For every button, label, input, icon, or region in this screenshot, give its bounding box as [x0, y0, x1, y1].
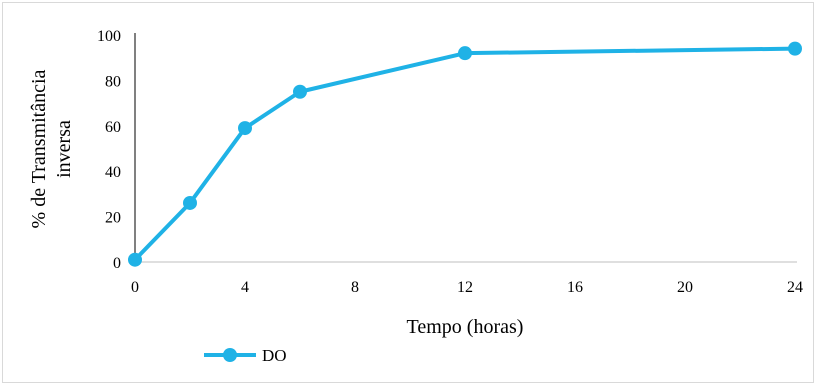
legend-label: DO [262, 346, 287, 365]
y-tick-label: 60 [105, 119, 121, 136]
data-point [458, 46, 472, 61]
y-tick-label: 40 [105, 164, 121, 181]
axes [134, 33, 797, 263]
data-point [238, 121, 252, 136]
data-point [788, 41, 802, 56]
x-tick-labels: 0 4 8 12 16 20 24 [131, 279, 803, 296]
legend: DO [204, 346, 287, 365]
y-tick-label: 20 [105, 210, 121, 227]
y-tick-label: 0 [113, 255, 121, 272]
y-tick-label: 100 [97, 28, 121, 45]
x-tick-label: 16 [567, 279, 583, 296]
x-tick-label: 24 [787, 279, 803, 296]
legend-marker-swatch [223, 348, 237, 362]
y-tick-labels: 0 20 40 60 80 100 [97, 28, 121, 272]
x-tick-label: 12 [457, 279, 473, 296]
series-group [128, 41, 802, 267]
x-axis-title: Tempo (horas) [407, 316, 524, 338]
y-tick-label: 80 [105, 73, 121, 90]
y-axis-title-line-1: % de Transmitância [28, 69, 50, 228]
x-tick-label: 20 [677, 279, 693, 296]
data-point [128, 252, 142, 267]
x-tick-label: 8 [351, 279, 359, 296]
data-point [183, 195, 197, 210]
x-tick-label: 0 [131, 279, 139, 296]
data-point [293, 84, 307, 99]
x-tick-label: 4 [241, 279, 249, 296]
series-line-do [133, 46, 796, 262]
y-axis-title-line-2: inversa [53, 120, 75, 178]
